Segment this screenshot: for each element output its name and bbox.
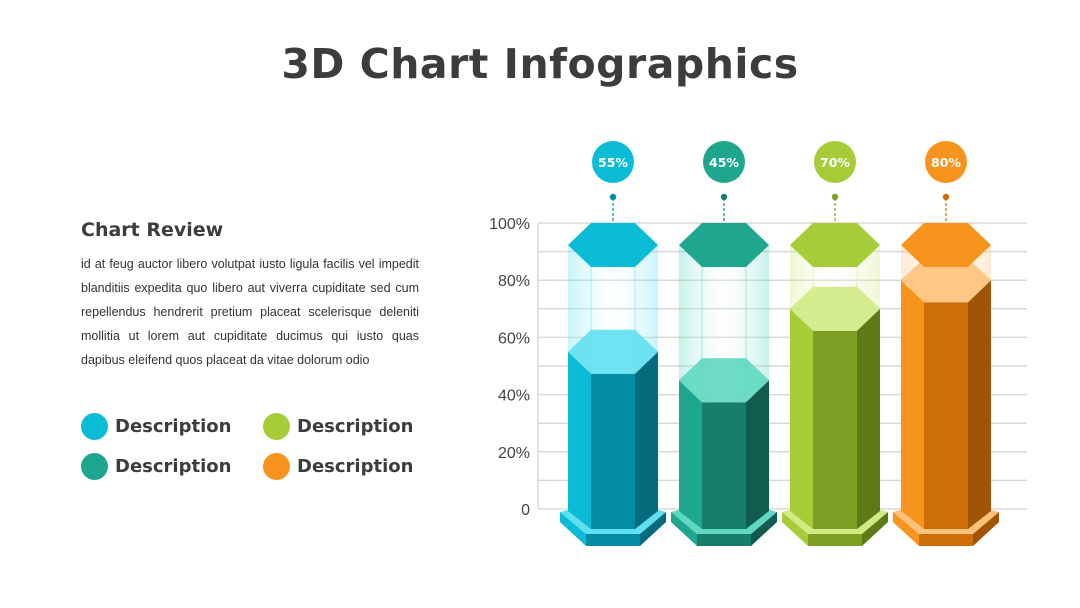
bubble-connector-dot — [942, 193, 950, 201]
bar-3: 70% — [782, 141, 888, 546]
bar-base-right — [973, 512, 999, 546]
y-tick-label: 40% — [498, 388, 530, 405]
value-bubble — [925, 141, 967, 183]
bar-base-front — [919, 534, 973, 546]
legend-item-4: Description — [263, 452, 413, 480]
y-tick-label: 0 — [521, 502, 530, 519]
legend-item-2: Description — [263, 412, 413, 440]
bar-front-face — [924, 302, 968, 529]
bar-base-front — [697, 534, 751, 546]
bar-liquid-top — [679, 358, 769, 403]
value-label: 45% — [709, 155, 739, 170]
legend-dot-2 — [263, 412, 290, 440]
bar-liquid-top — [790, 286, 880, 331]
bar-right-face — [968, 280, 991, 529]
value-label: 55% — [598, 155, 628, 170]
legend-label-2: Description — [297, 415, 414, 437]
bar-base-right — [862, 512, 888, 546]
bar-top-cap — [790, 223, 880, 267]
bar-base-right — [640, 512, 666, 546]
legend-dot-1 — [81, 412, 108, 440]
bar-liquid-top — [901, 258, 991, 303]
bar-right-face — [857, 308, 880, 529]
value-bubble — [814, 141, 856, 183]
bar-base-left — [893, 512, 919, 546]
bar-front-face — [813, 330, 857, 529]
legend-label-1: Description — [115, 415, 232, 437]
y-tick-label: 100% — [489, 216, 530, 233]
y-tick-label: 60% — [498, 330, 530, 347]
bar-base-left — [560, 512, 586, 546]
bar-right-face — [746, 380, 769, 529]
y-tick-label: 20% — [498, 445, 530, 462]
value-bubble — [592, 141, 634, 183]
chart-review-heading: Chart Review — [81, 219, 224, 241]
legend-label-4: Description — [297, 455, 414, 477]
bubble-connector-dot — [609, 193, 617, 201]
bar-base-front — [808, 534, 862, 546]
bar-base-left — [782, 512, 808, 546]
bar-base-front — [586, 534, 640, 546]
y-tick-label: 80% — [498, 273, 530, 290]
legend-label-3: Description — [115, 455, 232, 477]
bar-2: 45% — [671, 141, 777, 546]
value-label: 80% — [931, 155, 961, 170]
bar-left-face — [568, 351, 591, 529]
page-title: 3D Chart Infographics — [281, 40, 799, 88]
bar-front-face — [591, 373, 635, 529]
bar-top-cap — [568, 223, 658, 267]
bar-base-left — [671, 512, 697, 546]
bar-right-face — [635, 351, 658, 529]
bar-top-cap — [901, 223, 991, 267]
legend-item-3: Description — [81, 452, 231, 480]
value-bubble — [703, 141, 745, 183]
bar-1: 55% — [560, 141, 666, 546]
bubble-connector-dot — [831, 193, 839, 201]
legend-dot-4 — [263, 452, 290, 480]
legend-dot-3 — [81, 452, 108, 480]
bubble-connector-dot — [720, 193, 728, 201]
bar-left-face — [679, 380, 702, 529]
bar-front-face — [702, 402, 746, 529]
bar-liquid-top — [568, 329, 658, 374]
bar-left-face — [901, 280, 924, 529]
chart-review-text: id at feug auctor libero volutpat iusto … — [81, 257, 419, 367]
legend-item-1: Description — [81, 412, 231, 440]
bar-top-cap — [679, 223, 769, 267]
value-label: 70% — [820, 155, 850, 170]
bar-base-right — [751, 512, 777, 546]
bar-left-face — [790, 308, 813, 529]
bar-4: 80% — [893, 141, 999, 546]
